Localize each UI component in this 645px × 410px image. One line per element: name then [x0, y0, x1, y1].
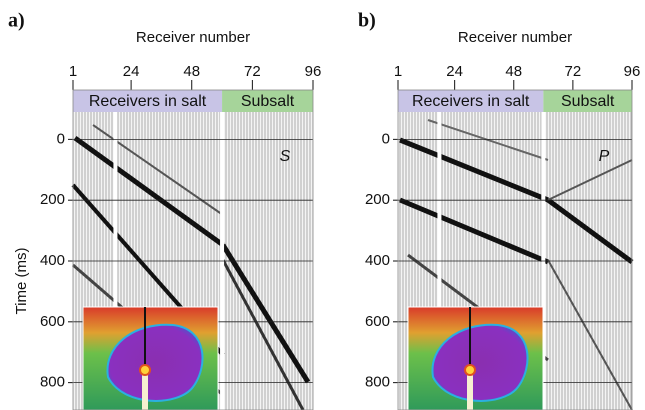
y-tick-label: 600 [365, 313, 390, 330]
seismic-event [73, 135, 225, 248]
receiver-band [398, 90, 544, 112]
x-tick-label: 72 [565, 63, 582, 80]
y-tick-label: 0 [382, 130, 390, 147]
x-tick-label: 96 [624, 63, 641, 80]
panel-label: b) [358, 10, 376, 32]
salt-body [431, 323, 529, 402]
y-tick-label: 200 [365, 191, 390, 208]
salt-body [106, 323, 204, 402]
receiver-array [467, 372, 473, 410]
band-label: Receivers in salt [412, 93, 530, 110]
seismic-event [399, 137, 549, 203]
x-tick-label: 72 [244, 63, 261, 80]
panel-label: a) [8, 10, 25, 32]
y-tick-label: 400 [365, 252, 390, 269]
receiver-array [142, 372, 148, 410]
y-tick-label: 800 [40, 374, 65, 391]
plot-frame [72, 89, 314, 410]
receiver-band [543, 90, 632, 112]
band-label: Subsalt [561, 93, 615, 110]
annotation: P [599, 148, 610, 165]
seismic-event [399, 197, 549, 265]
receiver-band [222, 90, 313, 112]
panel: b) Receiver number 0 200 400 600 800 1 24 48 72 96 R… [358, 10, 640, 410]
x-tick-label: 1 [394, 63, 402, 80]
x-tick-label: 1 [69, 63, 77, 80]
seismic-event [221, 259, 305, 410]
y-tick-label: 600 [40, 313, 65, 330]
seismic-event [220, 243, 311, 384]
seismic-event [547, 259, 633, 410]
x-tick-label: 48 [505, 63, 522, 80]
band-label: Receivers in salt [89, 93, 207, 110]
band-label: Subsalt [241, 93, 295, 110]
x-tick-label: 24 [446, 63, 463, 80]
y-tick-label: 800 [365, 374, 390, 391]
seismic-event [427, 119, 549, 161]
seismic-event [547, 159, 633, 201]
source [139, 364, 151, 376]
x-tick-label: 48 [183, 63, 200, 80]
y-tick-label: 0 [57, 130, 65, 147]
panel: a) Receiver number Time (ms) 0 200 400 600 800 1… [8, 10, 321, 410]
y-tick-label: 400 [40, 252, 65, 269]
y-tick-label: 200 [40, 191, 65, 208]
annotation: S [280, 148, 291, 165]
x-axis-title: Receiver number [136, 29, 250, 46]
x-tick-label: 96 [305, 63, 322, 80]
y-axis-title: Time (ms) [13, 248, 30, 315]
plot-frame [397, 89, 633, 410]
source [464, 364, 476, 376]
x-tick-label: 24 [123, 63, 140, 80]
seismic-event [546, 197, 634, 265]
x-axis-title: Receiver number [458, 29, 572, 46]
receiver-band [73, 90, 223, 112]
